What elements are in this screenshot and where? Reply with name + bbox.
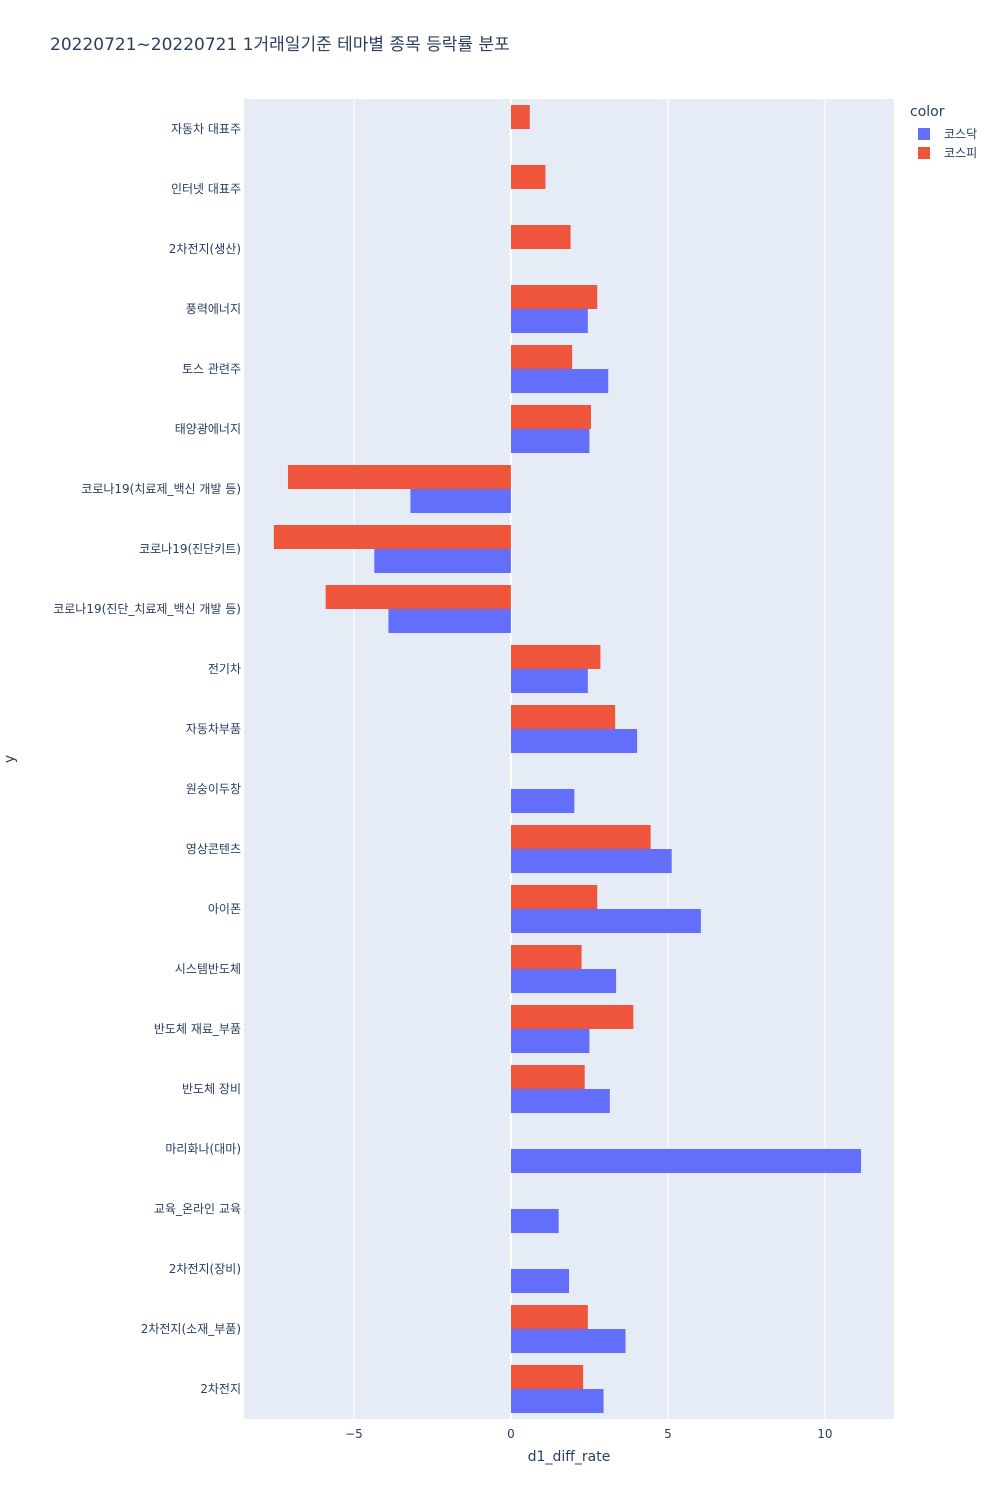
bar-kosdaq[interactable] bbox=[510, 789, 575, 813]
y-tick-label: 코로나19(치료제_백신 개발 등) bbox=[81, 482, 241, 496]
y-tick-label: 코로나19(진단_치료제_백신 개발 등) bbox=[53, 602, 241, 616]
legend-swatch-kosdaq bbox=[918, 127, 930, 140]
bar-kospi[interactable] bbox=[510, 645, 601, 669]
bar-kosdaq[interactable] bbox=[510, 429, 590, 453]
bar-kospi[interactable] bbox=[510, 825, 651, 849]
bar-kospi[interactable] bbox=[510, 1365, 584, 1389]
x-tick-label: 5 bbox=[664, 1427, 672, 1441]
legend-label-kospi: 코스피 bbox=[944, 146, 978, 160]
bar-kospi[interactable] bbox=[325, 585, 511, 609]
bar-kospi[interactable] bbox=[510, 345, 573, 369]
bar-kosdaq[interactable] bbox=[510, 309, 588, 333]
legend-label-kosdaq: 코스닥 bbox=[944, 127, 978, 141]
bar-kosdaq[interactable] bbox=[510, 1149, 862, 1173]
bar-kospi[interactable] bbox=[510, 225, 571, 249]
x-axis-label: d1_diff_rate bbox=[528, 1449, 611, 1465]
bar-kosdaq[interactable] bbox=[510, 729, 638, 753]
bar-kosdaq[interactable] bbox=[510, 1089, 610, 1113]
legend-item-kospi[interactable]: 코스피 bbox=[918, 143, 977, 162]
legend-item-kosdaq[interactable]: 코스닥 bbox=[918, 124, 977, 143]
bar-kospi[interactable] bbox=[287, 465, 511, 489]
y-tick-label: 아이폰 bbox=[208, 902, 241, 916]
bar-kospi[interactable] bbox=[510, 1305, 588, 1329]
bar-kosdaq[interactable] bbox=[510, 909, 701, 933]
bar-kospi[interactable] bbox=[273, 525, 511, 549]
bars bbox=[273, 105, 862, 1413]
x-tick-labels: −5 0 5 10 bbox=[345, 1427, 833, 1441]
chart-title: 20220721~20220721 1거래일기준 테마별 종목 등락률 분포 bbox=[50, 35, 510, 55]
x-tick-label: 0 bbox=[507, 1427, 515, 1441]
bar-kosdaq[interactable] bbox=[510, 1329, 626, 1353]
y-tick-label: 마리화나(대마) bbox=[165, 1142, 241, 1156]
bar-kospi[interactable] bbox=[510, 945, 582, 969]
legend-title: color bbox=[910, 104, 945, 120]
y-tick-label: 자동차부품 bbox=[186, 722, 241, 736]
y-tick-label: 교육_온라인 교육 bbox=[154, 1202, 241, 1216]
y-tick-label: 영상콘텐츠 bbox=[186, 842, 241, 856]
y-tick-label: 코로나19(진단키트) bbox=[139, 542, 241, 556]
legend: color 코스닥 코스피 bbox=[910, 104, 977, 162]
y-tick-label: 자동차 대표주 bbox=[171, 122, 241, 136]
y-tick-label: 2차전지(장비) bbox=[169, 1262, 241, 1276]
y-tick-label: 인터넷 대표주 bbox=[171, 182, 241, 196]
bar-kosdaq[interactable] bbox=[510, 1389, 604, 1413]
bar-kosdaq[interactable] bbox=[510, 1269, 569, 1293]
bar-kosdaq[interactable] bbox=[410, 489, 511, 513]
y-tick-label: 2차전지 bbox=[200, 1382, 241, 1396]
y-tick-label: 풍력에너지 bbox=[186, 302, 241, 316]
y-tick-label: 시스템반도체 bbox=[175, 962, 241, 976]
bar-kosdaq[interactable] bbox=[510, 1209, 559, 1233]
bar-kospi[interactable] bbox=[510, 1005, 634, 1029]
y-tick-label: 원숭이두창 bbox=[186, 782, 241, 796]
bar-kosdaq[interactable] bbox=[388, 609, 511, 633]
bar-kosdaq[interactable] bbox=[510, 969, 617, 993]
y-axis-label: y bbox=[2, 755, 18, 763]
bar-kospi[interactable] bbox=[510, 105, 530, 129]
bar-kospi[interactable] bbox=[510, 885, 598, 909]
bar-kosdaq[interactable] bbox=[510, 849, 672, 873]
bar-kosdaq[interactable] bbox=[510, 1029, 590, 1053]
bar-kospi[interactable] bbox=[510, 1065, 585, 1089]
bar-kosdaq[interactable] bbox=[374, 549, 511, 573]
y-tick-label: 반도체 장비 bbox=[182, 1082, 241, 1096]
y-tick-label: 반도체 재료_부품 bbox=[154, 1022, 241, 1036]
y-tick-label: 태양광에너지 bbox=[175, 422, 241, 436]
y-tick-label: 전기차 bbox=[208, 662, 241, 676]
y-tick-label: 2차전지(생산) bbox=[169, 242, 241, 256]
y-tick-label: 2차전지(소재_부품) bbox=[141, 1322, 241, 1336]
bar-kospi[interactable] bbox=[510, 285, 598, 309]
bar-kospi[interactable] bbox=[510, 405, 591, 429]
bar-kospi[interactable] bbox=[510, 165, 546, 189]
legend-swatch-kospi bbox=[918, 146, 930, 159]
bar-kospi[interactable] bbox=[510, 705, 616, 729]
bar-kosdaq[interactable] bbox=[510, 669, 588, 693]
bar-kosdaq[interactable] bbox=[510, 369, 609, 393]
y-tick-label: 토스 관련주 bbox=[182, 362, 241, 376]
x-tick-label: 10 bbox=[817, 1427, 832, 1441]
x-tick-label: −5 bbox=[345, 1427, 363, 1441]
